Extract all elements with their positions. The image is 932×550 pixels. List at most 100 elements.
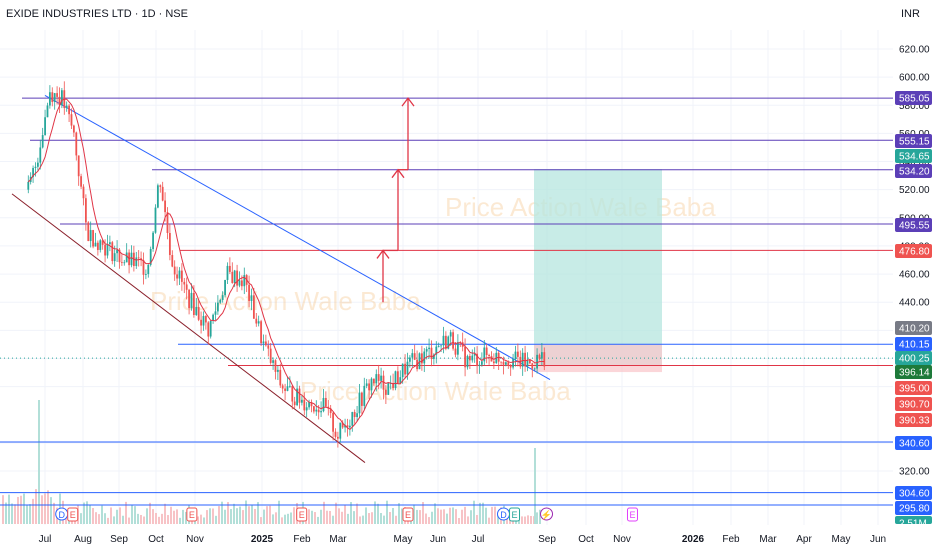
candle: [483, 340, 486, 366]
price-badge: [895, 516, 932, 524]
candle-body: [298, 388, 301, 403]
candle-body: [478, 364, 481, 367]
candle-body: [176, 274, 178, 279]
candle: [382, 370, 385, 400]
volume-bar: [5, 502, 7, 524]
x-tick-label: 2025: [251, 534, 274, 545]
volume-bar: [230, 509, 232, 524]
candle: [243, 267, 246, 295]
candle: [430, 340, 433, 367]
volume-bar: [143, 516, 145, 524]
candle-body: [272, 360, 274, 363]
candle: [516, 343, 519, 367]
candle-body: [207, 322, 210, 337]
candle-body: [108, 242, 111, 245]
price-badge: [895, 164, 932, 178]
x-axis: Jul Aug Sep Oct Nov 2025 Feb Mar May Jun Jul Sep Oct…: [39, 534, 886, 545]
volume-bar: [158, 516, 160, 524]
candle: [308, 399, 310, 410]
candle: [432, 353, 435, 365]
candle-body: [425, 349, 428, 352]
volume-bar: [362, 515, 364, 524]
candle: [315, 400, 318, 416]
candle: [111, 240, 114, 265]
candle-body: [92, 230, 94, 247]
volume-bar: [335, 502, 337, 524]
candle: [456, 334, 459, 361]
candle-body: [442, 335, 445, 346]
candle: [370, 377, 373, 398]
volume-bar: [278, 500, 280, 524]
candle: [360, 391, 363, 415]
volume-bar: [149, 502, 151, 524]
candle: [154, 204, 157, 234]
volume-bar: [287, 513, 289, 524]
volume-bar: [206, 510, 208, 524]
event-letter: ⚡: [541, 509, 552, 521]
candle: [214, 302, 217, 321]
volume-bar: [326, 510, 328, 524]
volume-bar: [83, 502, 85, 524]
candle-body: [507, 362, 510, 366]
volume-bar: [365, 507, 367, 524]
candle: [336, 431, 339, 448]
volume-bar: [368, 513, 370, 524]
volume-bar: [260, 517, 262, 524]
support-resistance-levels: [0, 97, 893, 506]
volume-bar: [47, 490, 49, 524]
candle: [226, 262, 229, 284]
candle-body: [360, 392, 363, 406]
volume-bar: [473, 500, 475, 524]
candle-body: [353, 412, 356, 418]
x-tick-label: Apr: [796, 534, 812, 545]
candle-body: [329, 408, 332, 413]
candle-body: [351, 412, 354, 426]
event-earnings-icon: [509, 507, 521, 522]
volume-bar: [173, 510, 175, 524]
candle-body: [168, 232, 171, 256]
volume-bar: [107, 517, 109, 524]
candle: [94, 232, 97, 247]
x-tick-label: Jun: [430, 534, 446, 545]
candle-body: [300, 399, 303, 403]
volume-bar: [101, 505, 103, 524]
candle: [34, 162, 37, 177]
candle-body: [406, 361, 409, 375]
volume-bar: [356, 503, 358, 524]
price-badge: [895, 436, 932, 450]
x-tick-label: Oct: [148, 534, 164, 545]
event-letter: E: [405, 510, 411, 520]
volume-bar: [29, 504, 31, 524]
volume-bar: [458, 517, 460, 524]
x-tick-label: Sep: [538, 534, 556, 545]
candle: [156, 183, 159, 209]
candle: [60, 87, 63, 109]
candle: [372, 378, 375, 386]
candle: [142, 252, 145, 285]
candle: [334, 428, 337, 439]
y-tick-label: 520.00: [899, 185, 930, 196]
candle: [380, 367, 382, 389]
volume-bar: [257, 502, 259, 524]
candle: [190, 283, 193, 311]
candle: [435, 341, 438, 364]
volume-bar: [146, 508, 148, 524]
candle-body: [320, 411, 322, 413]
price-badge: [895, 351, 932, 365]
price-badge-label: 395.00: [899, 384, 930, 395]
candle: [440, 345, 442, 352]
candle: [77, 155, 80, 186]
volume-bar: [224, 509, 226, 524]
candle: [298, 385, 301, 409]
candle: [358, 383, 361, 418]
candle: [106, 234, 109, 259]
candle: [524, 345, 526, 372]
event-letter: E: [70, 510, 76, 520]
candle: [89, 221, 92, 248]
price-badge: [895, 365, 932, 379]
volume-bar: [233, 503, 235, 524]
candle: [296, 381, 298, 407]
candle-body: [531, 363, 534, 369]
volume-bar: [536, 512, 538, 524]
